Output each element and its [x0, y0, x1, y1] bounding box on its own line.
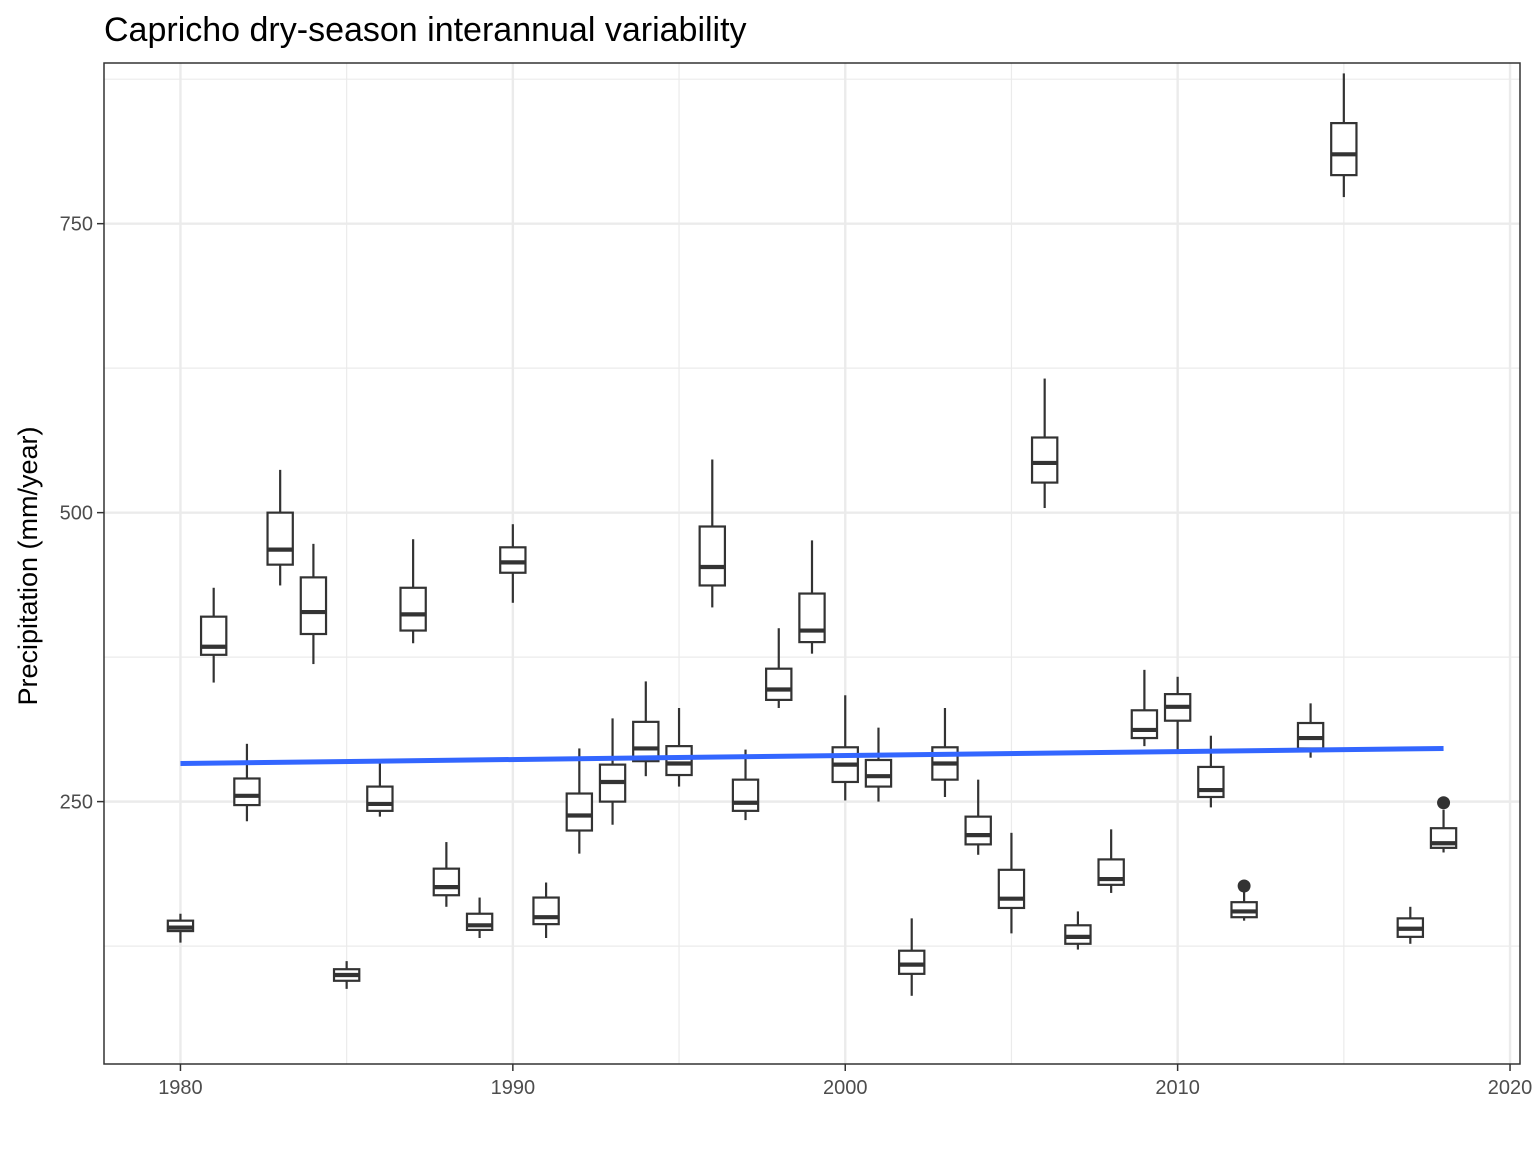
boxplot-2010 [1163, 676, 1192, 750]
outlier-point [1437, 796, 1451, 810]
boxplot-1996 [698, 459, 727, 608]
x-tick-label: 2010 [1155, 1077, 1200, 1099]
boxplot-2000 [831, 695, 859, 801]
x-tick-label: 1980 [158, 1077, 203, 1099]
boxplot-1982 [233, 743, 261, 822]
boxplot-1995 [665, 707, 693, 787]
box [532, 896, 560, 926]
boxplot-1994 [632, 681, 660, 777]
y-tick-label: 250 [60, 792, 93, 814]
box [632, 720, 660, 763]
boxplot-1988 [432, 842, 461, 907]
box [964, 815, 992, 846]
box [997, 868, 1026, 910]
boxplot-2014 [1296, 703, 1325, 758]
x-tick-label: 2020 [1488, 1077, 1533, 1099]
boxplot-2008 [1097, 829, 1125, 893]
panel-border [103, 62, 1521, 1065]
boxplot-1997 [731, 749, 760, 821]
boxplot-2006 [1030, 378, 1059, 509]
x-axis: 1980 1990 2000 2010 2020 [158, 1064, 1532, 1099]
boxplot-1987 [399, 539, 427, 644]
box [1296, 721, 1325, 750]
box [1064, 924, 1092, 945]
box [299, 576, 328, 636]
y-axis-title: Precipitation (mm/year) [13, 426, 43, 705]
boxplot-2002 [897, 918, 926, 996]
box [1197, 765, 1225, 799]
boxplot-1993 [598, 718, 627, 825]
x-tick-label: 1990 [491, 1077, 536, 1099]
boxplot-1981 [199, 587, 228, 683]
boxplot-1986 [366, 763, 394, 817]
box [765, 667, 793, 701]
y-axis: 250 500 750 [60, 214, 104, 814]
boxplot-1992 [565, 748, 594, 854]
boxplots [166, 73, 1458, 996]
chart-title: Capricho dry-season interannual variabil… [104, 11, 747, 49]
boxplot-1985 [332, 961, 361, 989]
trend-line [180, 745, 1444, 766]
box [399, 586, 427, 632]
box [366, 785, 394, 812]
box [233, 777, 261, 807]
boxplot-2017 [1396, 906, 1425, 944]
boxplot-2009 [1130, 669, 1159, 747]
boxplot-1983 [266, 469, 294, 586]
boxplot-1990 [499, 524, 527, 603]
box [465, 912, 494, 932]
y-tick-label: 750 [60, 214, 93, 236]
y-tick-label: 500 [60, 503, 93, 525]
box [798, 592, 826, 644]
boxplot-2005 [997, 832, 1026, 934]
boxplot-2012 [1230, 879, 1258, 921]
boxplot-1989 [465, 897, 494, 939]
boxplot-2018 [1429, 796, 1458, 853]
boxplot-2004 [964, 779, 992, 855]
box [864, 758, 893, 788]
boxplot-2015 [1330, 73, 1358, 198]
box [432, 867, 461, 897]
box [1130, 709, 1159, 740]
outlier-point [1237, 879, 1251, 893]
x-tick-label: 2000 [823, 1077, 868, 1099]
boxplot-1991 [532, 882, 560, 939]
box [499, 546, 527, 574]
box [698, 525, 727, 587]
boxplot-2007 [1064, 911, 1092, 950]
boxplot-2001 [864, 727, 893, 802]
box [266, 511, 294, 566]
box [1030, 436, 1059, 484]
grid-lines [104, 63, 1520, 1064]
box [1330, 122, 1358, 177]
box [665, 745, 693, 777]
box [565, 792, 594, 832]
box [731, 778, 760, 812]
box [897, 949, 926, 975]
box [199, 615, 228, 656]
boxplot-1999 [798, 540, 826, 654]
boxplot-1984 [299, 543, 328, 665]
boxplot-1980 [166, 913, 195, 943]
boxplot-1998 [765, 628, 793, 708]
trend-layer [180, 745, 1444, 766]
boxplot-2011 [1197, 735, 1225, 808]
